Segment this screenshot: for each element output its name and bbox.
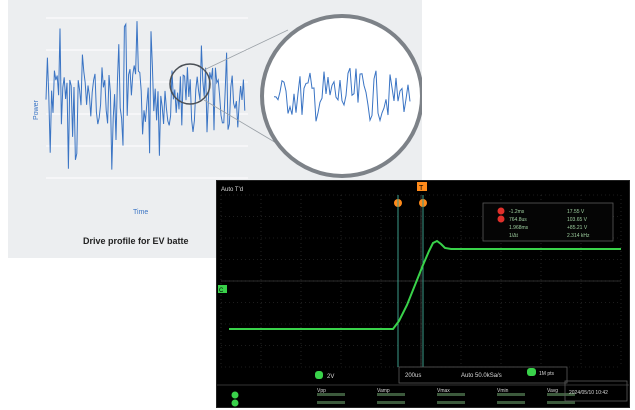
- trigger-marker-label: T: [419, 185, 424, 192]
- table-cell: [497, 393, 525, 396]
- measure-row-a-icon: [497, 207, 505, 215]
- timebase-value: 200us: [405, 373, 421, 379]
- measure-row-3-value: +85.21 V: [567, 225, 588, 231]
- datetime-label: 2024/05/10 10:42: [569, 390, 608, 396]
- datetime-box: [564, 380, 628, 402]
- table-cell: [317, 393, 345, 396]
- channel-1-trace: [229, 239, 621, 330]
- table-cell: [437, 401, 465, 404]
- profile-caption: Drive profile for EV batte: [83, 236, 189, 246]
- channel-marker-label: C: [219, 288, 224, 294]
- profile-grid: [46, 17, 248, 179]
- zoom-source-circle: [169, 63, 211, 105]
- table-cell: [317, 401, 345, 404]
- scope-header: Auto T'd: [221, 187, 243, 193]
- measure-row-b-icon: [497, 215, 505, 223]
- table-header-vpp: Vpp: [317, 388, 326, 394]
- drive-profile-panel: Power Time Drive profile for EV batte: [8, 0, 422, 258]
- profile-xlabel: Time: [133, 209, 148, 216]
- measure-row-4-value: 2.314 kHz: [567, 233, 590, 239]
- measure-table-cells: [317, 393, 575, 404]
- measure-row-3-label: 1.968ms: [509, 225, 529, 231]
- drive-profile-chart: Power Time: [33, 14, 422, 216]
- measure-row-1-label: -1.2ms: [509, 209, 525, 215]
- channel-level-marker[interactable]: [218, 285, 227, 293]
- table-cell: [497, 401, 525, 404]
- trigger-position-marker[interactable]: [417, 182, 427, 191]
- table-header-vmin: Vmin: [497, 388, 509, 394]
- measure-row-2-label: 764.8us: [509, 217, 527, 223]
- channel-1-scale: 2V: [327, 374, 334, 380]
- cursor-measure-box: [482, 202, 614, 242]
- table-cell: [547, 401, 575, 404]
- zoom-connector-top: [203, 29, 289, 71]
- table-cell: [547, 393, 575, 396]
- table-cell: [437, 393, 465, 396]
- oscilloscope-screen: Auto T'd T C -1.2ms 17.55 V 764.8us 103.…: [216, 180, 630, 408]
- memory-depth: 1M pts: [539, 371, 555, 377]
- acquire-badge: [527, 368, 536, 376]
- timebase-box[interactable]: [398, 366, 568, 384]
- profile-ylabel: Power: [33, 99, 40, 120]
- table-header-vamp: Vamp: [377, 388, 390, 394]
- oscilloscope-display: Auto T'd T C -1.2ms 17.55 V 764.8us 103.…: [217, 182, 629, 407]
- profile-trace: [45, 21, 246, 170]
- table-row-2-channel-icon: [231, 399, 239, 407]
- measure-row-2-value: 103.65 V: [567, 217, 588, 223]
- table-header-vmax: Vmax: [437, 388, 450, 394]
- zoom-lens-trace: [273, 67, 411, 123]
- table-cell: [377, 393, 405, 396]
- table-row-1-channel-icon: [231, 391, 239, 399]
- acquire-mode: Auto 50.0kSa/s: [461, 373, 502, 379]
- measure-row-4-label: 1/Δt: [509, 233, 519, 239]
- table-cell: [377, 401, 405, 404]
- measure-row-1-value: 17.55 V: [567, 209, 585, 215]
- table-header-vavg: Vavg: [547, 388, 558, 394]
- channel-1-badge[interactable]: [315, 371, 323, 379]
